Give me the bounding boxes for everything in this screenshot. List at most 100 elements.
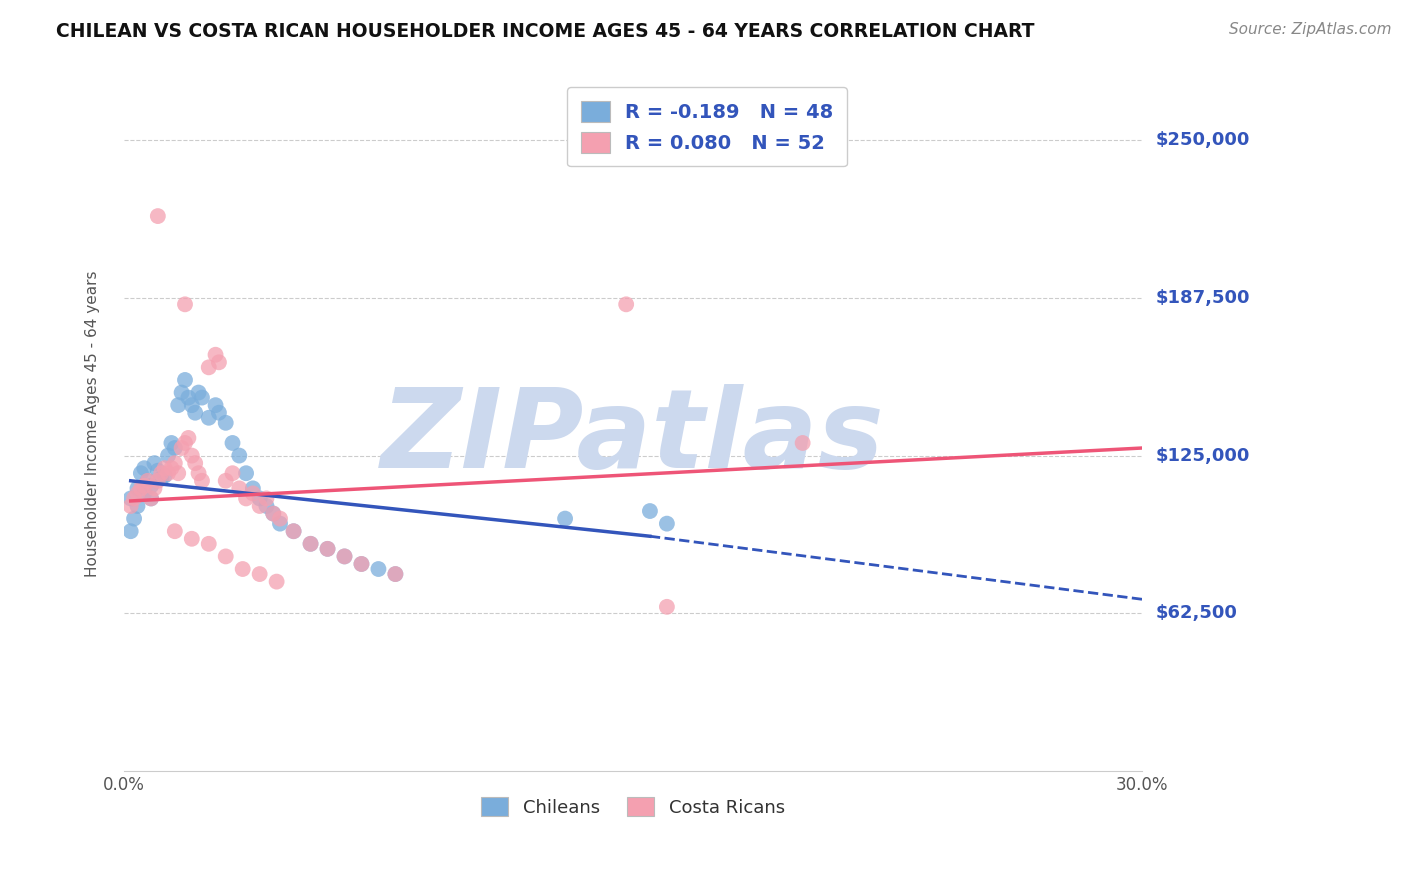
Point: [120, 524, 142, 539]
Point: [197, 537, 219, 551]
Point: [249, 567, 271, 582]
Point: [136, 474, 159, 488]
Point: [269, 516, 291, 531]
Point: [170, 385, 193, 400]
Point: [283, 524, 305, 539]
Point: [266, 574, 288, 589]
Point: [197, 410, 219, 425]
Point: [127, 486, 149, 500]
Point: [299, 537, 322, 551]
Point: [221, 436, 243, 450]
Point: [153, 461, 176, 475]
Point: [367, 562, 389, 576]
Point: [655, 516, 678, 531]
Point: [221, 467, 243, 481]
Point: [262, 507, 284, 521]
Point: [235, 491, 257, 506]
Point: [215, 549, 238, 564]
Point: [134, 461, 156, 475]
Point: [180, 532, 202, 546]
Point: [204, 398, 226, 412]
Point: [228, 481, 250, 495]
Text: $125,000: $125,000: [1156, 447, 1250, 465]
Point: [242, 486, 264, 500]
Point: [180, 449, 202, 463]
Point: [153, 468, 176, 483]
Point: [242, 481, 264, 495]
Point: [208, 355, 231, 369]
Point: [208, 406, 231, 420]
Point: [184, 456, 207, 470]
Legend: Chileans, Costa Ricans: Chileans, Costa Ricans: [474, 790, 792, 824]
Text: CHILEAN VS COSTA RICAN HOUSEHOLDER INCOME AGES 45 - 64 YEARS CORRELATION CHART: CHILEAN VS COSTA RICAN HOUSEHOLDER INCOM…: [56, 22, 1035, 41]
Point: [792, 436, 814, 450]
Point: [232, 562, 254, 576]
Point: [139, 491, 162, 506]
Point: [191, 474, 214, 488]
Point: [167, 467, 190, 481]
Point: [127, 499, 149, 513]
Point: [163, 441, 186, 455]
Point: [174, 436, 197, 450]
Text: $250,000: $250,000: [1156, 131, 1250, 150]
Point: [127, 481, 149, 495]
Point: [333, 549, 356, 564]
Point: [134, 486, 156, 500]
Point: [228, 449, 250, 463]
Y-axis label: Householder Income Ages 45 - 64 years: Householder Income Ages 45 - 64 years: [86, 271, 100, 577]
Point: [215, 416, 238, 430]
Point: [146, 464, 169, 478]
Point: [299, 537, 322, 551]
Point: [150, 467, 173, 481]
Point: [614, 297, 637, 311]
Point: [129, 467, 152, 481]
Point: [122, 491, 145, 506]
Point: [139, 479, 162, 493]
Point: [350, 557, 373, 571]
Point: [316, 541, 339, 556]
Point: [150, 471, 173, 485]
Point: [163, 456, 186, 470]
Point: [136, 474, 159, 488]
Text: $187,500: $187,500: [1156, 289, 1250, 307]
Point: [256, 491, 278, 506]
Point: [134, 479, 156, 493]
Point: [197, 360, 219, 375]
Point: [122, 511, 145, 525]
Point: [204, 348, 226, 362]
Point: [384, 567, 406, 582]
Point: [160, 436, 183, 450]
Point: [157, 449, 180, 463]
Point: [177, 431, 200, 445]
Point: [160, 461, 183, 475]
Point: [283, 524, 305, 539]
Point: [146, 209, 169, 223]
Point: [350, 557, 373, 571]
Point: [120, 499, 142, 513]
Point: [269, 511, 291, 525]
Point: [554, 511, 576, 525]
Point: [638, 504, 661, 518]
Point: [139, 491, 162, 506]
Point: [191, 391, 214, 405]
Point: [249, 491, 271, 506]
Point: [316, 541, 339, 556]
Point: [129, 481, 152, 495]
Point: [384, 567, 406, 582]
Point: [256, 499, 278, 513]
Point: [235, 467, 257, 481]
Point: [215, 474, 238, 488]
Point: [187, 467, 209, 481]
Text: $62,500: $62,500: [1156, 604, 1237, 622]
Point: [184, 406, 207, 420]
Point: [180, 398, 202, 412]
Point: [655, 599, 678, 614]
Point: [157, 467, 180, 481]
Text: ZIPatlas: ZIPatlas: [381, 384, 884, 491]
Point: [187, 385, 209, 400]
Point: [174, 373, 197, 387]
Point: [170, 441, 193, 455]
Text: Source: ZipAtlas.com: Source: ZipAtlas.com: [1229, 22, 1392, 37]
Point: [143, 456, 166, 470]
Point: [167, 398, 190, 412]
